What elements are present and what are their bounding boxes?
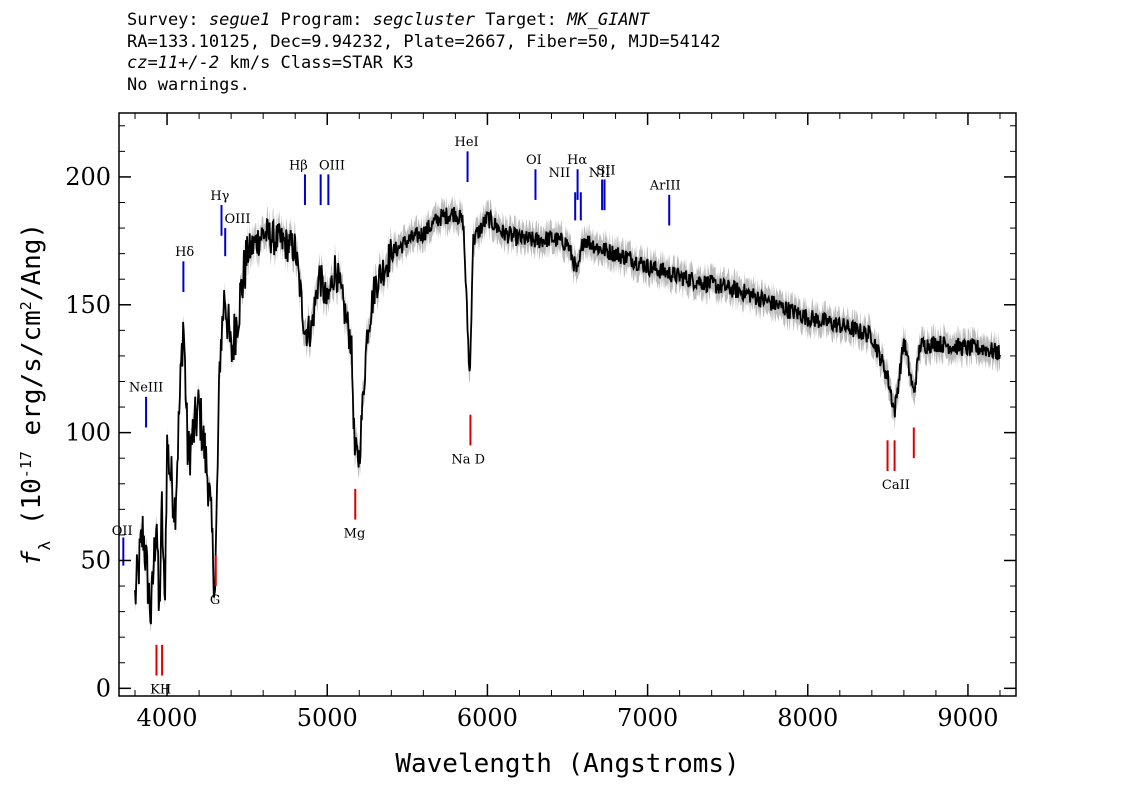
y-axis-label-part: f — [17, 550, 47, 566]
spectral-line-label: OII — [112, 524, 133, 539]
spectral-line-label: NII — [549, 166, 571, 181]
x-axis-label: Wavelength (Angstroms) — [395, 749, 739, 779]
flux-series — [134, 206, 1001, 625]
survey-value: segue1 — [208, 10, 271, 30]
spectral-line-label: NeIII — [129, 381, 163, 396]
flux-line — [134, 206, 1001, 625]
y-tick-label: 200 — [65, 163, 111, 191]
x-tick-label: 7000 — [617, 704, 678, 732]
y-axis-label-part: 2 — [17, 301, 35, 310]
x-tick-label: 8000 — [777, 704, 838, 732]
spectral-line-label: Na D — [451, 452, 485, 467]
spectral-line-label: Hα — [567, 153, 587, 168]
y-tick-label: 100 — [65, 419, 111, 447]
spectral-line-label: HeI — [455, 135, 479, 150]
program-value: segcluster — [372, 10, 476, 30]
class-value: km/s Class=STAR K3 — [219, 53, 414, 73]
spectral-line-label: OI — [526, 153, 542, 168]
error-band — [135, 194, 1000, 632]
spectral-line-label: ArIII — [649, 179, 681, 194]
y-tick-label: 150 — [65, 291, 111, 319]
header-line-coordinates: RA=133.10125, Dec=9.94232, Plate=2667, F… — [127, 31, 721, 52]
header-line-warnings: No warnings. — [127, 74, 250, 95]
y-axis-label-part: erg/s/cm — [17, 310, 47, 451]
spectral-line-label: NII — [589, 166, 611, 181]
spectral-line-label: OIII — [319, 158, 345, 173]
x-tick-label: 5000 — [297, 704, 358, 732]
spectrum-header: Survey: segue1 Program: segcluster Targe… — [127, 10, 721, 96]
spectral-line-label: Hβ — [289, 158, 308, 173]
spectral-line-label: KH — [150, 682, 171, 697]
spectral-line-label: G — [210, 593, 220, 608]
header-line-redshift: cz=11+/-2 km/s Class=STAR K3 — [127, 53, 721, 75]
y-axis-label-part: -17 — [17, 451, 35, 478]
redshift-value: cz=11+/-2 — [127, 53, 220, 73]
error-band-area — [135, 194, 1000, 632]
target-value: MK_GIANT — [567, 10, 650, 30]
spectral-line-markers — [122, 151, 915, 676]
survey-label: Survey: — [127, 10, 209, 30]
x-tick-label: 6000 — [457, 704, 518, 732]
spectral-line-label: Mg — [344, 526, 366, 541]
x-tick-label: 9000 — [937, 704, 998, 732]
spectral-line-label: CaII — [882, 478, 910, 493]
plot-frame — [118, 112, 1017, 697]
spectral-line-label: OIII — [224, 212, 250, 227]
x-axis-ticks: 4000 5000 6000 7000 8000 9000 — [134, 113, 1001, 732]
header-line-survey: Survey: segue1 Program: segcluster Targe… — [127, 10, 721, 32]
y-axis-label-part: (10 — [17, 478, 47, 541]
program-label: Program: — [270, 10, 373, 30]
y-axis-label-part: λ — [35, 540, 54, 550]
target-label: Target: — [475, 10, 568, 30]
y-axis-label-part: /Ang) — [17, 223, 47, 301]
y-axis-label: fλ (10-17 erg/s/cm2/Ang) — [17, 223, 54, 566]
x-tick-label: 4000 — [137, 704, 198, 732]
y-tick-label: 0 — [96, 674, 111, 702]
y-tick-label: 50 — [80, 546, 111, 574]
spectral-line-label: Hγ — [210, 189, 229, 204]
y-axis-ticks: 0 50 100 150 200 — [65, 125, 1016, 702]
spectral-line-label: Hδ — [175, 245, 194, 260]
spectral-line-label: SII — [596, 163, 615, 178]
